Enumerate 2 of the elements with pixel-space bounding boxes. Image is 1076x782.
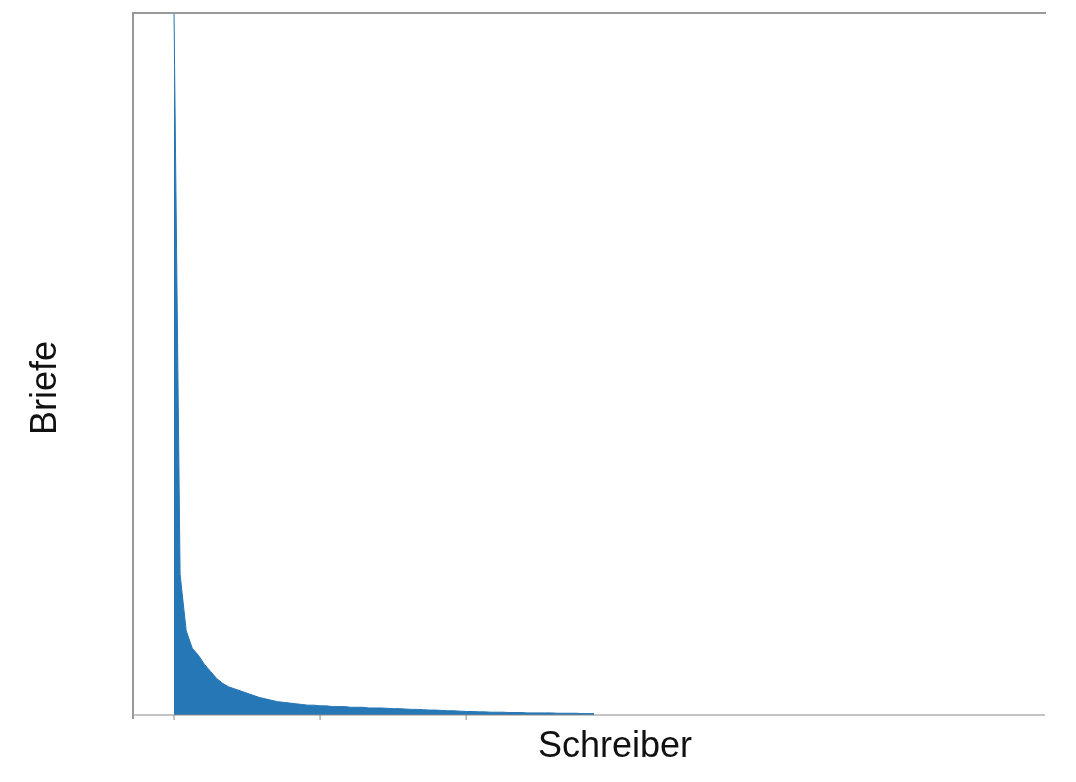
- x-axis-title: Schreiber: [536, 724, 694, 766]
- y-axis-title: Briefe: [23, 340, 65, 436]
